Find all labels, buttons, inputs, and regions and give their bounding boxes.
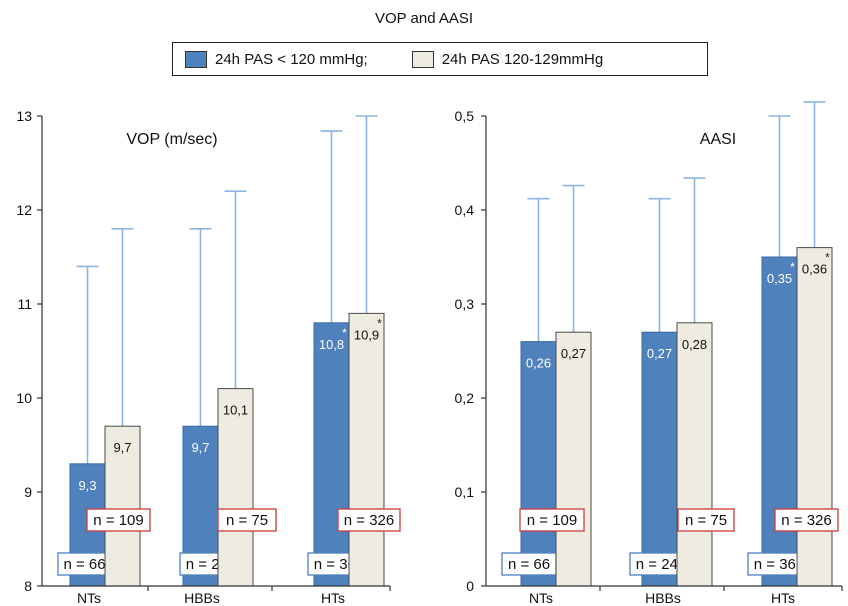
chart1-s1-g0-n-box — [519, 508, 585, 532]
chart1-s1-g1-value-label: 0,28 — [682, 337, 707, 352]
chart1-y-tick-label: 0,4 — [455, 202, 475, 218]
chart0-y-tick-label: 11 — [17, 296, 32, 312]
chart0-s0-g0-n-label: n = 66 — [63, 556, 105, 573]
legend: 24h PAS < 120 mmHg; 24h PAS 120-129mmHg — [172, 42, 708, 76]
chart1-s0-g2-asterisk: * — [790, 260, 795, 274]
chart1-y-tick-label: 0,5 — [455, 108, 475, 124]
chart0-s1-g2-bar — [348, 312, 385, 587]
chart0-category-label: HTs — [321, 590, 345, 606]
chart1-category-label: HTs — [771, 590, 795, 606]
chart1-s0-g1-value-label: 0,27 — [647, 346, 672, 361]
chart0-s1-g1-value-label: 10,1 — [223, 403, 248, 418]
chart1-s1-g1-bar — [676, 322, 713, 587]
chart0-y-tick-label: 10 — [16, 390, 32, 406]
chart1-s0-g1-n-label: n = 240 — [636, 556, 686, 573]
chart1-y-tick-label: 0 — [466, 578, 474, 594]
chart0-s0-g2-asterisk: * — [342, 326, 347, 340]
chart1-category-label: NTs — [529, 590, 553, 606]
chart0-s1-g0-n-box — [86, 508, 151, 532]
chart1-s0-g2-n-label: n = 365 — [754, 556, 804, 573]
chart0-y-tick-label: 9 — [24, 484, 32, 500]
legend-item-series2: 24h PAS 120-129mmHg — [411, 50, 604, 68]
legend-label-series1: 24h PAS < 120 mmHg; — [215, 50, 368, 68]
chart0-s1-g0-n-label: n = 109 — [93, 512, 143, 529]
chart0-y-tick-label: 8 — [24, 578, 32, 594]
chart1-s1-g2-n-label: n = 326 — [781, 512, 831, 529]
chart1-y-tick-label: 0,1 — [455, 484, 475, 500]
chart1-s1-g0-bar — [555, 331, 592, 587]
chart0-s0-g2-value-label: 10,8 — [319, 337, 344, 352]
chart1-y-tick-label: 0,3 — [455, 296, 475, 312]
chart0-s1-g1-n-label: n = 75 — [226, 512, 268, 529]
legend-swatch-series2 — [411, 50, 434, 68]
chart0-s1-g2-n-box — [337, 508, 401, 532]
chart0-category-label: NTs — [77, 590, 101, 606]
chart1-y-tick-label: 0,2 — [455, 390, 475, 406]
chart1-s0-g0-n-label: n = 66 — [508, 556, 550, 573]
chart1-s1-g0-value-label: 0,27 — [561, 346, 586, 361]
legend-label-series2: 24h PAS 120-129mmHg — [441, 50, 604, 68]
chart1-s0-g0-value-label: 0,26 — [526, 356, 551, 371]
chart0-s1-g2-value-label: 10,9 — [354, 327, 379, 342]
chart0-s1-g2-asterisk: * — [377, 316, 382, 330]
chart0-s1-g0-value-label: 9,7 — [113, 440, 131, 455]
chart1-category-label: HBBs — [645, 590, 681, 606]
legend-item-series1: 24h PAS < 120 mmHg; — [185, 50, 368, 68]
chart0-s1-g1-bar — [217, 388, 254, 587]
chart0-s1-g0-bar — [104, 425, 141, 587]
chart1-s1-g1-n-label: n = 75 — [685, 512, 727, 529]
chart0-title: VOP (m/sec) — [126, 131, 217, 148]
chart1-s0-g1-bar — [641, 331, 678, 587]
figure-title: VOP and AASI — [374, 10, 474, 27]
chart1-s1-g1-n-box — [677, 508, 735, 532]
chart1-s1-g2-value-label: 0,36 — [802, 262, 827, 277]
chart1-s1-g2-n-box — [774, 508, 839, 532]
chart0-y-tick-label: 12 — [16, 202, 32, 218]
chart1-s0-g2-bar — [761, 256, 798, 587]
chart0-s1-g1-n-box — [217, 508, 277, 532]
chart0-s1-g2-n-label: n = 326 — [344, 512, 394, 529]
chart1-title: AASI — [700, 131, 736, 148]
chart1-s1-g2-asterisk: * — [825, 251, 830, 265]
chart1-s0-g0-bar — [520, 341, 557, 587]
chart0-s0-g2-bar — [313, 322, 350, 587]
chart1-s1-g2-bar — [796, 247, 833, 587]
chart0-s0-g0-value-label: 9,3 — [78, 478, 96, 493]
legend-swatch-series1 — [185, 50, 207, 68]
chart1-s0-g2-value-label: 0,35 — [767, 271, 792, 286]
chart0-y-tick-label: 13 — [16, 108, 32, 124]
chart1-s1-g0-n-label: n = 109 — [527, 512, 577, 529]
chart0-s0-g1-value-label: 9,7 — [191, 440, 209, 455]
chart0-category-label: HBBs — [184, 590, 220, 606]
